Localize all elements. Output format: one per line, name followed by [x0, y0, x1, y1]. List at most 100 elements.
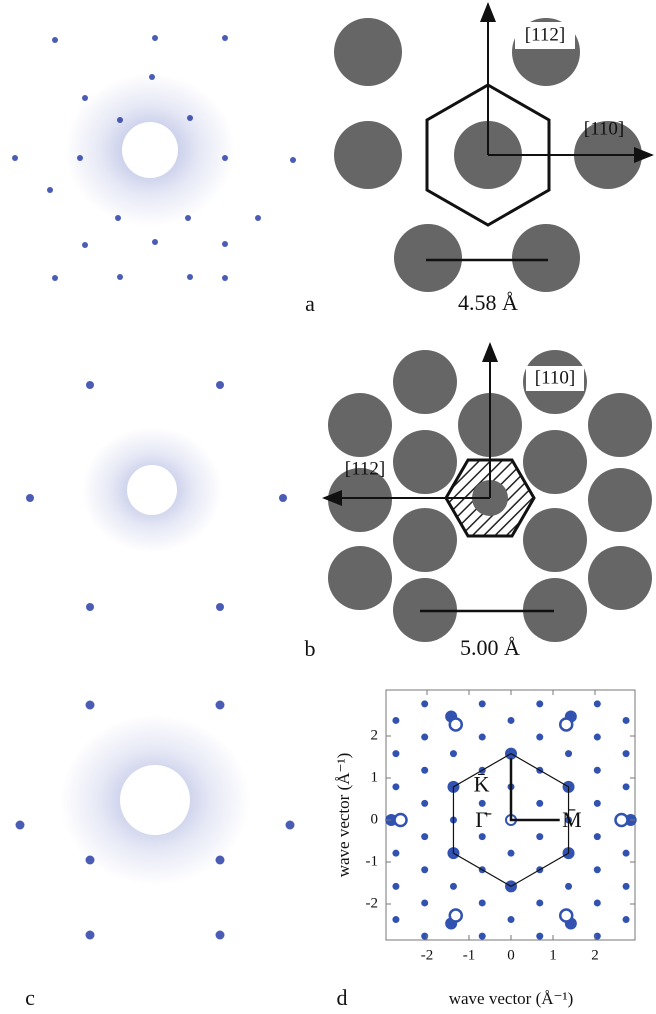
direction-label: [110]	[584, 118, 624, 139]
lattice-atom	[394, 224, 462, 292]
diffraction-spot	[26, 494, 34, 502]
diffraction-spot	[421, 899, 428, 906]
diffraction-spot	[152, 239, 158, 245]
panel-label: b	[305, 636, 316, 661]
lattice-atom	[523, 430, 587, 494]
open-spot	[450, 910, 462, 922]
beam-shadow	[120, 765, 190, 835]
direction-label: [112]	[525, 24, 565, 45]
diffraction-spot	[86, 931, 95, 940]
diffraction-spot	[185, 215, 191, 221]
diffraction-spot	[152, 35, 158, 41]
diffraction-spot	[421, 767, 428, 774]
diffraction-spot	[536, 700, 543, 707]
diffraction-spot	[623, 916, 630, 923]
diffraction-spot	[594, 800, 601, 807]
open-spot	[395, 814, 407, 826]
y-axis-label: wave vector (Å⁻¹)	[334, 753, 353, 878]
diffraction-spot	[421, 700, 428, 707]
diffraction-spot	[86, 856, 95, 865]
diffraction-spot	[479, 933, 486, 940]
diffraction-spot	[392, 916, 399, 923]
diffraction-spot	[82, 242, 88, 248]
diffraction-spot	[47, 187, 53, 193]
y-tick-label: -2	[366, 895, 379, 911]
lattice-atom	[328, 393, 392, 457]
panel-label: d	[337, 985, 348, 1010]
diffraction-spot	[479, 833, 486, 840]
diffraction-spot	[216, 381, 224, 389]
diffraction-spot	[392, 850, 399, 857]
diffraction-spot	[508, 717, 515, 724]
diffraction-spot	[52, 275, 58, 281]
diffraction-spot	[86, 603, 94, 611]
diffraction-spot	[479, 700, 486, 707]
diffraction-spot	[117, 117, 123, 123]
diffraction-spot	[479, 800, 486, 807]
lattice-atom	[334, 18, 402, 86]
diffraction-spot	[279, 494, 287, 502]
diffraction-spot	[594, 700, 601, 707]
lattice-atom	[588, 468, 652, 532]
diffraction-spot	[623, 717, 630, 724]
diffraction-spot	[508, 850, 515, 857]
y-tick-label: -1	[366, 853, 379, 869]
lattice-atom	[334, 121, 402, 189]
diffraction-spot	[594, 899, 601, 906]
diffraction-spot	[536, 933, 543, 940]
diffraction-spot	[392, 717, 399, 724]
diffraction-spot	[450, 883, 457, 890]
leed-images	[12, 35, 296, 940]
diffraction-spot	[508, 916, 515, 923]
diffraction-spot	[187, 115, 193, 121]
diffraction-spot	[149, 74, 155, 80]
beam-shadow	[122, 122, 178, 178]
diffraction-spot	[52, 37, 58, 43]
diffraction-spot	[450, 750, 457, 757]
lattice-atom	[393, 430, 457, 494]
diffraction-spot	[536, 899, 543, 906]
scale-label: 5.00 Å	[460, 635, 520, 660]
diffraction-spot	[286, 821, 295, 830]
lattice-atom	[393, 508, 457, 572]
lattice-atom	[523, 508, 587, 572]
diffraction-spot	[16, 821, 25, 830]
y-tick-label: 1	[371, 769, 379, 785]
x-tick-label: -1	[463, 947, 476, 963]
diffraction-spot	[117, 274, 123, 280]
point-label: K̄	[474, 771, 490, 796]
diffraction-spot	[594, 866, 601, 873]
diffraction-spot	[77, 155, 83, 161]
diffraction-spot	[623, 750, 630, 757]
point-label: M̄	[562, 807, 582, 832]
diffraction-spot	[421, 734, 428, 741]
diffraction-spot	[392, 750, 399, 757]
diffraction-spot	[536, 734, 543, 741]
diffraction-spot	[115, 215, 121, 221]
diffraction-spot	[216, 856, 225, 865]
y-tick-label: 2	[371, 727, 379, 743]
open-spot	[560, 718, 572, 730]
beam-shadow	[127, 465, 177, 515]
lattice-atom	[393, 350, 457, 414]
diffraction-spot	[86, 381, 94, 389]
panel-label: c	[25, 985, 35, 1010]
lattice-atom	[588, 546, 652, 610]
diffraction-spot	[536, 833, 543, 840]
diffraction-spot	[86, 701, 95, 710]
open-spot	[615, 814, 627, 826]
panel-label: a	[305, 291, 315, 316]
diffraction-spot	[594, 734, 601, 741]
diffraction-spot	[222, 275, 228, 281]
lattice-atom	[328, 546, 392, 610]
diffraction-spot	[479, 734, 486, 741]
diffraction-spot	[290, 157, 296, 163]
diffraction-spot	[392, 783, 399, 790]
diffraction-spot	[82, 95, 88, 101]
diffraction-spot	[187, 274, 193, 280]
diffraction-spot	[222, 241, 228, 247]
diffraction-spot	[565, 750, 572, 757]
diffraction-spot	[479, 899, 486, 906]
x-tick-label: -2	[421, 947, 434, 963]
diffraction-spot	[594, 833, 601, 840]
